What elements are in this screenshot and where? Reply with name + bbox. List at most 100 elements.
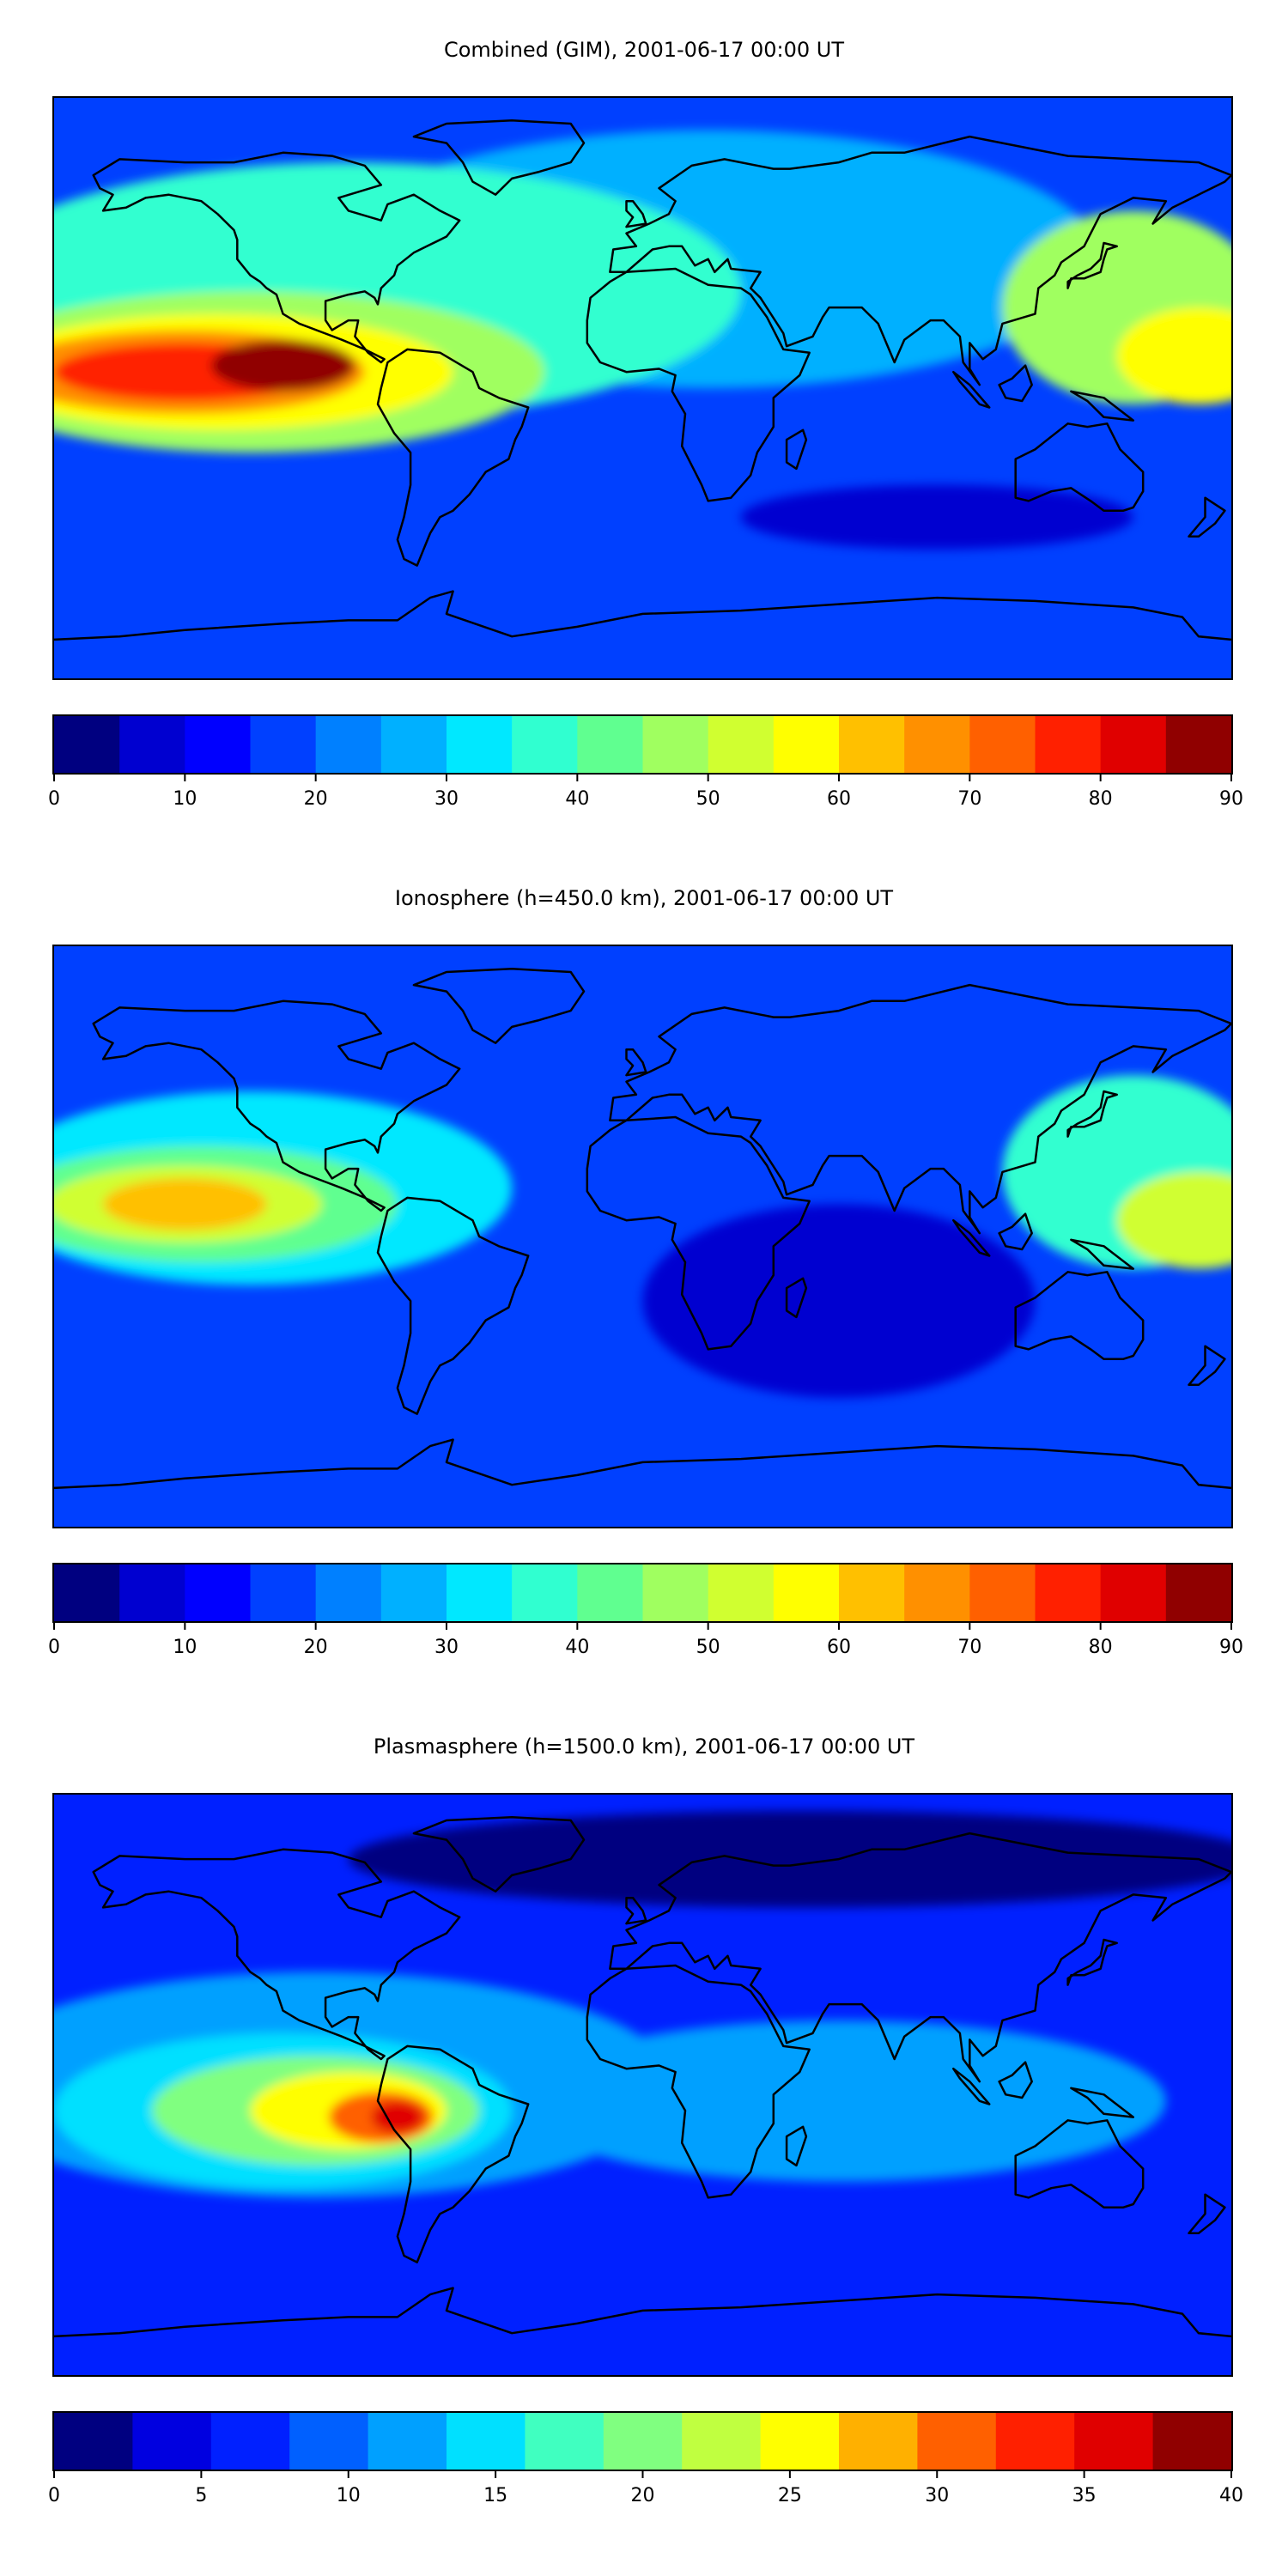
colorbar-segment xyxy=(682,2413,762,2470)
colorbar-segment xyxy=(447,716,513,773)
heatmap-map xyxy=(52,1793,1233,2377)
colorbar-tick-label: 35 xyxy=(1072,2485,1097,2506)
colorbar-tick-label: 40 xyxy=(565,1637,589,1658)
colorbar-svg xyxy=(54,1564,1231,1621)
coastline-africa xyxy=(586,1964,811,2199)
colorbar-segment xyxy=(773,1564,840,1621)
coastline-australia xyxy=(1014,1271,1145,1360)
coastline-new-guinea xyxy=(1070,1238,1135,1270)
colorbar-segment xyxy=(512,716,578,773)
colorbar-segment xyxy=(380,1564,447,1621)
colorbar-tick-label: 40 xyxy=(1219,2485,1243,2506)
colorbar-segment xyxy=(839,1564,905,1621)
colorbar-segment xyxy=(603,2413,683,2470)
coastline-uk xyxy=(625,1896,647,1925)
colorbar-segment xyxy=(577,1564,644,1621)
colorbar-segment xyxy=(760,2413,840,2470)
colorbar-segment xyxy=(1035,1564,1102,1621)
colorbar-segment xyxy=(1165,1564,1231,1621)
colorbar-segment xyxy=(315,1564,382,1621)
coastline-japan xyxy=(1066,1938,1118,1986)
coastline-japan xyxy=(1066,241,1118,289)
coastline-australia xyxy=(1014,2119,1145,2208)
heatmap-region xyxy=(210,339,355,392)
colorbar-tick-label: 70 xyxy=(957,1637,981,1658)
colorbar-tick-label: 70 xyxy=(957,788,981,810)
colorbar-segment xyxy=(708,716,775,773)
colorbar-segment xyxy=(250,1564,317,1621)
colorbar-tick-label: 30 xyxy=(925,2485,949,2506)
coastline-antarctica xyxy=(54,590,1231,641)
coastline-borneo xyxy=(998,364,1033,403)
coastline-antarctica xyxy=(54,1438,1231,1490)
coastline-borneo xyxy=(998,2061,1033,2099)
colorbar-tick-label: 10 xyxy=(173,788,197,810)
colorbar-tick-label: 30 xyxy=(434,788,459,810)
coastline-new-zealand xyxy=(1188,1345,1226,1387)
colorbar-tick-label: 80 xyxy=(1089,1637,1113,1658)
colorbar-segment xyxy=(773,716,840,773)
coastline-new-zealand xyxy=(1188,2193,1226,2235)
colorbar-segment xyxy=(904,1564,970,1621)
chart-title: Ionosphere (h=450.0 km), 2001-06-17 00:0… xyxy=(394,886,894,910)
coastline-new-guinea xyxy=(1070,390,1135,422)
colorbar-segment xyxy=(368,2413,447,2470)
colorbar-segment xyxy=(525,2413,605,2470)
coastline-japan xyxy=(1066,1090,1118,1138)
colorbar-svg xyxy=(54,716,1231,773)
heatmap-map xyxy=(52,96,1233,680)
colorbar-segment xyxy=(132,2413,212,2470)
coastline-north-america xyxy=(92,1848,461,2061)
colorbar-segment xyxy=(54,2413,133,2470)
colorbar-segment xyxy=(642,1564,709,1621)
coastline-north-america xyxy=(92,999,461,1212)
heatmap-svg xyxy=(54,1795,1231,2375)
coastline-eurasia xyxy=(609,983,1231,1235)
coastline-eurasia xyxy=(609,1832,1231,2083)
colorbar-segment xyxy=(642,716,709,773)
colorbar-segment xyxy=(1100,1564,1167,1621)
colorbar-segment xyxy=(839,2413,918,2470)
colorbar-ticks: 0 10 20 30 40 50 60 70 80 90 xyxy=(48,775,1243,810)
colorbar-tick-label: 50 xyxy=(696,788,720,810)
colorbar-segment xyxy=(447,2413,526,2470)
coastline-africa xyxy=(586,267,811,502)
colorbar-tick-label: 90 xyxy=(1219,1637,1243,1658)
colorbar xyxy=(52,1563,1233,1623)
coastline-uk xyxy=(625,1048,647,1077)
coastline-south-america xyxy=(376,2044,530,2263)
coastline-north-america xyxy=(92,151,461,364)
heatmap-region xyxy=(371,2100,424,2134)
colorbar-segment xyxy=(54,716,120,773)
coastline-australia xyxy=(1014,422,1145,512)
coastline-new-zealand xyxy=(1188,496,1226,538)
colorbar-segment xyxy=(577,716,644,773)
coastline-antarctica xyxy=(54,2287,1231,2338)
colorbar-tick-label: 15 xyxy=(483,2485,507,2506)
colorbar-segment xyxy=(54,1564,120,1621)
coastline-indonesia xyxy=(952,1218,991,1257)
colorbar-segment xyxy=(917,2413,997,2470)
colorbar-segment xyxy=(1100,716,1167,773)
coastline-indonesia xyxy=(952,370,991,409)
colorbar-tick-label: 40 xyxy=(565,788,589,810)
colorbar-ticks: 0 10 20 30 40 50 60 70 80 90 xyxy=(48,1623,1243,1658)
chart-title: Plasmasphere (h=1500.0 km), 2001-06-17 0… xyxy=(373,1735,915,1759)
coastline-greenland xyxy=(412,1816,586,1893)
colorbar-segment xyxy=(315,716,382,773)
colorbar-tick-label: 60 xyxy=(827,1637,851,1658)
coastline-new-guinea xyxy=(1070,2087,1135,2118)
coastline-south-america xyxy=(376,348,530,567)
colorbar-tick-label: 10 xyxy=(337,2485,361,2506)
colorbar-tick-label: 90 xyxy=(1219,788,1243,810)
coastline-greenland xyxy=(412,119,586,196)
coastline-eurasia xyxy=(609,135,1231,386)
coastline-madagascar xyxy=(785,428,808,471)
colorbar-tick-label: 0 xyxy=(48,2485,60,2506)
colorbar-segment xyxy=(250,716,317,773)
colorbar-segment xyxy=(119,1564,185,1621)
heatmap-svg xyxy=(54,98,1231,678)
colorbar-segment xyxy=(1152,2413,1231,2470)
colorbar-ticks-svg: 0 5 10 15 20 25 30 35 40 xyxy=(48,2471,1243,2506)
coastline-africa xyxy=(586,1115,811,1351)
